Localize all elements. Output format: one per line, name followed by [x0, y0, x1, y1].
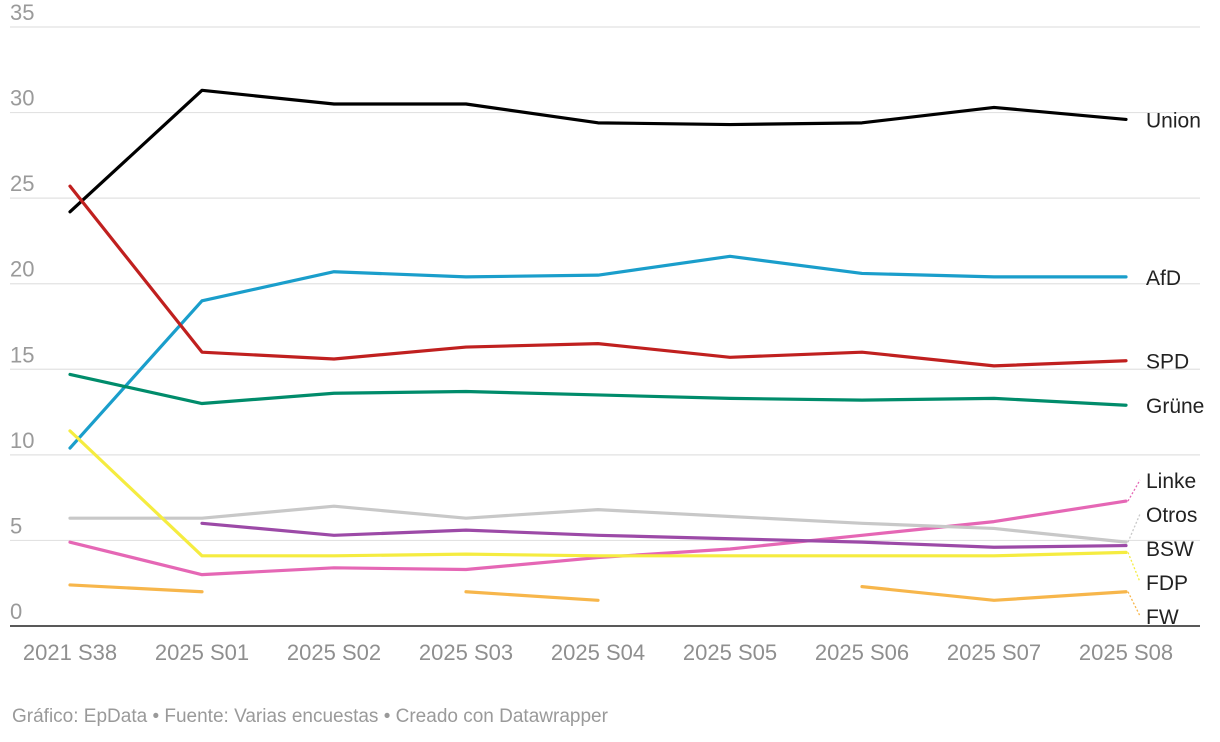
y-tick-label-15: 15 [10, 342, 34, 367]
y-tick-label-5: 5 [10, 513, 22, 538]
series-union [68, 88, 1128, 214]
series-grune [68, 372, 1128, 407]
label-connector-fdp [1127, 552, 1141, 583]
x-tick-label-2025-s05: 2025 S05 [683, 640, 777, 665]
y-tick-label-20: 20 [10, 257, 34, 282]
label-connector-linke [1127, 479, 1141, 502]
chart-footer: Gráfico: EpData • Fuente: Varias encuest… [12, 706, 608, 727]
label-connector-fw [1127, 591, 1141, 617]
series-bsw [200, 521, 1128, 549]
series-line-grune-0 [68, 372, 1128, 407]
series-line-union-0 [68, 88, 1128, 214]
series-lines [68, 88, 1128, 602]
series-line-otros-0 [68, 504, 1128, 544]
label-connector-otros [1127, 513, 1141, 543]
y-tick-label-25: 25 [10, 171, 34, 196]
x-axis-ticks: 2021 S38 2025 S01 2025 S02 2025 S03 2025 S04… [23, 640, 1173, 665]
series-label-bsw: BSW [1146, 538, 1194, 561]
x-tick-label-2025-s01: 2025 S01 [155, 640, 249, 665]
series-line-fw-2 [860, 585, 1128, 602]
series-spd [68, 184, 1128, 368]
x-tick-label-2025-s07: 2025 S07 [947, 640, 1041, 665]
y-axis-ticks: 0 5 10 15 20 25 30 35 [10, 0, 34, 624]
series-line-spd-0 [68, 184, 1128, 368]
series-label-grune: Grüne [1146, 395, 1204, 418]
series-line-afd-0 [68, 254, 1128, 450]
x-tick-label-2025-s06: 2025 S06 [815, 640, 909, 665]
series-label-fw: FW [1146, 606, 1179, 629]
y-tick-label-30: 30 [10, 86, 34, 111]
series-line-fw-1 [464, 590, 600, 602]
y-tick-label-0: 0 [10, 599, 22, 624]
series-label-afd: AfD [1146, 267, 1181, 290]
series-label-fdp: FDP [1146, 572, 1188, 595]
series-line-fdp-0 [68, 429, 1128, 558]
x-tick-label-2025-s02: 2025 S02 [287, 640, 381, 665]
series-label-otros: Otros [1146, 504, 1197, 527]
series-linke [68, 499, 1128, 577]
y-tick-label-10: 10 [10, 428, 34, 453]
series-fdp [68, 429, 1128, 558]
x-tick-label-2021-s38: 2021 S38 [23, 640, 117, 665]
series-afd [68, 254, 1128, 450]
series-label-spd: SPD [1146, 351, 1189, 374]
series-line-fw-0 [68, 583, 204, 594]
series-labels: Union AfD SPD Grüne Linke Otros BSW FDP FW [1127, 109, 1204, 629]
y-tick-label-35: 35 [10, 0, 34, 25]
series-label-linke: Linke [1146, 470, 1196, 493]
x-tick-label-2025-s03: 2025 S03 [419, 640, 513, 665]
x-tick-label-2025-s04: 2025 S04 [551, 640, 645, 665]
grid-lines [10, 26, 1200, 627]
series-otros [68, 504, 1128, 544]
series-fw [68, 583, 1128, 602]
series-label-union: Union [1146, 109, 1201, 132]
series-line-bsw-0 [200, 521, 1128, 549]
series-line-linke-0 [68, 499, 1128, 577]
x-tick-label-2025-s08: 2025 S08 [1079, 640, 1173, 665]
